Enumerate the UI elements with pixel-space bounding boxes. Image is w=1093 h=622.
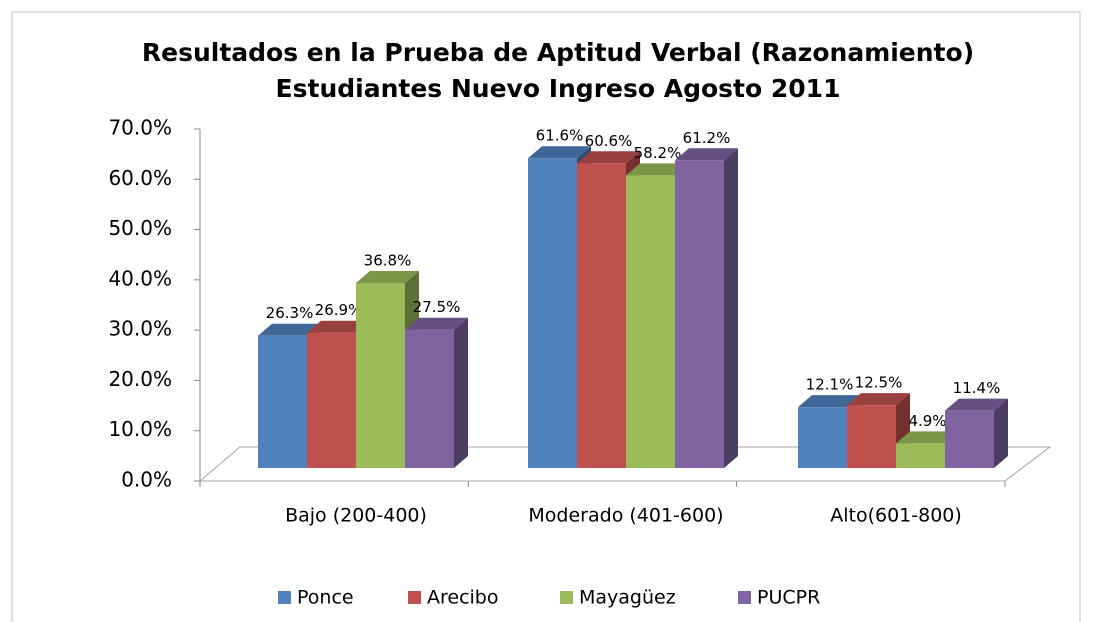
bar — [528, 158, 577, 469]
data-label: 27.5% — [413, 298, 461, 316]
bar-top — [405, 317, 468, 330]
bar-top — [798, 395, 861, 408]
bar-top — [675, 148, 738, 161]
legend-label: PUCPR — [757, 587, 820, 609]
bar-top — [945, 398, 1008, 411]
y-tick-label: 30.0% — [108, 317, 172, 341]
bar — [798, 407, 847, 468]
y-tick-label: 60.0% — [108, 166, 172, 190]
x-tick-label: Bajo (200-400) — [285, 505, 427, 527]
bar — [896, 443, 945, 468]
y-tick-label: 20.0% — [108, 367, 172, 391]
bar-top — [847, 393, 910, 406]
x-tick-label: Moderado (401-600) — [528, 505, 723, 527]
data-label: 61.2% — [683, 129, 731, 147]
data-label: 4.9% — [908, 412, 946, 430]
data-label: 58.2% — [634, 144, 682, 162]
bar-top — [577, 151, 640, 164]
bar-top — [307, 320, 370, 333]
y-tick-label: 10.0% — [108, 417, 172, 441]
bar-side — [994, 398, 1008, 468]
data-label: 61.6% — [536, 127, 584, 145]
data-label: 12.1% — [806, 376, 854, 394]
bar — [356, 282, 405, 468]
bar-side — [724, 148, 738, 468]
legend-swatch — [408, 591, 421, 604]
legend-swatch — [738, 591, 751, 604]
bar — [626, 175, 675, 468]
bar-side — [454, 317, 468, 468]
legend-swatch — [278, 591, 291, 604]
bar — [675, 160, 724, 468]
y-tick-label: 40.0% — [108, 266, 172, 290]
data-label: 26.9% — [315, 301, 363, 319]
bar-top — [356, 270, 419, 283]
bar-top — [626, 163, 689, 176]
chart-title: Resultados en la Prueba de Aptitud Verba… — [142, 38, 974, 67]
y-tick-label: 70.0% — [108, 116, 172, 140]
y-tick-label: 50.0% — [108, 216, 172, 240]
bar-top — [896, 431, 959, 444]
data-label: 12.5% — [855, 374, 903, 392]
bar — [577, 163, 626, 469]
data-label: 11.4% — [953, 379, 1001, 397]
bar-top — [258, 323, 321, 336]
bar — [945, 410, 994, 468]
legend-label: Ponce — [297, 587, 354, 609]
bar — [847, 405, 896, 468]
x-tick-label: Alto(601-800) — [830, 505, 962, 527]
bar — [307, 332, 356, 468]
bar — [405, 329, 454, 468]
legend-swatch — [560, 591, 573, 604]
y-tick-label: 0.0% — [121, 468, 172, 492]
data-label: 36.8% — [364, 251, 412, 269]
chart-subtitle: Estudiantes Nuevo Ingreso Agosto 2011 — [276, 74, 841, 103]
data-label: 60.6% — [585, 132, 633, 150]
bar — [258, 335, 307, 468]
legend-label: Mayagüez — [579, 587, 676, 609]
data-label: 26.3% — [266, 304, 314, 322]
bar-top — [528, 146, 591, 159]
legend-label: Arecibo — [427, 587, 499, 609]
